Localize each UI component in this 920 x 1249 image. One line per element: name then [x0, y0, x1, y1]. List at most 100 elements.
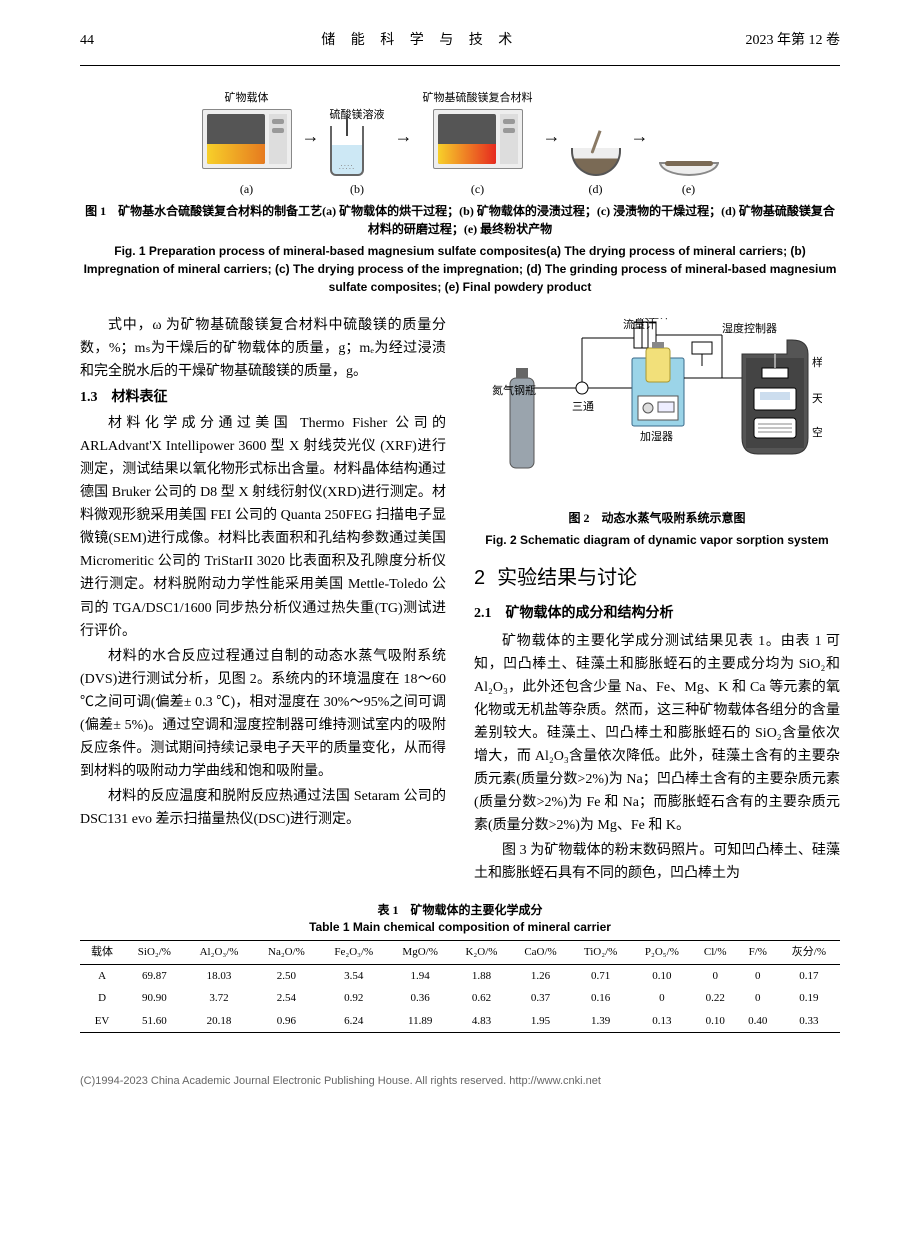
table-cell: A — [80, 964, 124, 987]
fig2-label-humidity-ctrl: 湿度控制器 — [722, 321, 777, 335]
table-col-header: SiO₂/% — [124, 941, 185, 965]
table-cell: 3.72 — [185, 987, 254, 1010]
step-label-d: (d) — [571, 180, 621, 198]
table-cell: 1.95 — [511, 1010, 570, 1033]
para-results-2: 图 3 为矿物载体的粉末数码照片。可知凹凸棒土、硅藻土和膨胀蛭石具有不同的颜色，… — [474, 839, 840, 885]
microwave-c-icon — [433, 109, 523, 169]
figure-1: 矿物载体 (a) → 硫酸镁溶液 ∴∵∴ (b) → 矿物基硫酸镁复合材料 (c… — [80, 90, 840, 296]
arrow-icon: → — [629, 123, 651, 150]
page-number: 44 — [80, 30, 94, 51]
table-cell: 2.54 — [253, 987, 319, 1010]
table-cell: 1.94 — [388, 964, 452, 987]
table-cell: 1.88 — [452, 964, 511, 987]
table-col-header: 灰分/% — [778, 941, 840, 965]
table-cell: 20.18 — [185, 1010, 254, 1033]
fig2-label-tee: 三通 — [572, 400, 594, 413]
fig2-diagram-icon: 氮气钢瓶 三通 流量计 — [492, 318, 822, 498]
table-cell: 0.10 — [631, 964, 693, 987]
para-characterization-3: 材料的反应温度和脱附反应热通过法国 Setaram 公司的 DSC131 evo… — [80, 785, 446, 831]
fig2-label-ac: 空调 — [812, 425, 822, 439]
table-cell: 51.60 — [124, 1010, 185, 1033]
section-1-3-heading: 1.3 材料表征 — [80, 387, 446, 408]
table-cell: D — [80, 987, 124, 1010]
arrow-icon: → — [541, 123, 563, 150]
step-label-b: (b) — [330, 180, 385, 198]
fig1-label-composite: 矿物基硫酸镁复合材料 — [423, 90, 533, 107]
table-col-header: MgO/% — [388, 941, 452, 965]
table-cell: 0.16 — [570, 987, 631, 1010]
table-cell: 3.54 — [319, 964, 388, 987]
table-1-block: 表 1 矿物载体的主要化学成分 Table 1 Main chemical co… — [80, 902, 840, 1034]
page-footer: (C)1994-2023 China Academic Journal Elec… — [80, 1073, 840, 1090]
table-cell: 0.19 — [778, 987, 840, 1010]
table-col-header: Al₂O₃/% — [185, 941, 254, 965]
fig2-label-n2: 氮气钢瓶 — [492, 383, 536, 397]
dish-icon — [659, 162, 719, 176]
fig1-label-solution: 硫酸镁溶液 — [330, 107, 385, 124]
table-cell: 6.24 — [319, 1010, 388, 1033]
issue-info: 2023 年第 12 卷 — [746, 30, 841, 51]
beaker-icon: ∴∵∴ — [330, 126, 364, 176]
table-row: EV51.6020.180.966.2411.894.831.951.390.1… — [80, 1010, 840, 1033]
table-cell: 0.36 — [388, 987, 452, 1010]
table-col-header: P₂O₅/% — [631, 941, 693, 965]
table-cell: 0.40 — [738, 1010, 778, 1033]
fig1-step-e: (e) — [659, 143, 719, 198]
table-cell: 2.50 — [253, 964, 319, 987]
fig1-step-c: 矿物基硫酸镁复合材料 (c) — [423, 90, 533, 198]
table-col-header: 载体 — [80, 941, 124, 965]
table1-caption-en: Table 1 Main chemical composition of min… — [80, 918, 840, 936]
table-cell: 0.33 — [778, 1010, 840, 1033]
left-column: 式中，ω 为矿物基硫酸镁复合材料中硫酸镁的质量分数，%；mₛ为干燥后的矿物载体的… — [80, 314, 446, 888]
step-label-e: (e) — [659, 180, 719, 198]
para-characterization-2: 材料的水合反应过程通过自制的动态水蒸气吸附系统(DVS)进行测试分析，见图 2。… — [80, 645, 446, 784]
arrow-icon: → — [393, 123, 415, 150]
table-cell: 0 — [738, 987, 778, 1010]
table-col-header: TiO₂/% — [570, 941, 631, 965]
table-col-header: F/% — [738, 941, 778, 965]
table-cell: 0.92 — [319, 987, 388, 1010]
fig1-step-b: 硫酸镁溶液 ∴∵∴ (b) — [330, 107, 385, 198]
table-cell: 0 — [738, 964, 778, 987]
fig1-caption-cn: 图 1 矿物基水合硫酸镁复合材料的制备工艺(a) 矿物载体的烘干过程；(b) 矿… — [80, 202, 840, 238]
arrow-icon: → — [300, 123, 322, 150]
fig1-step-a: 矿物载体 (a) — [202, 90, 292, 198]
liquid-c — [438, 144, 496, 164]
table-cell: 0.96 — [253, 1010, 319, 1033]
table-row: A69.8718.032.503.541.941.881.260.710.100… — [80, 964, 840, 987]
fig2-caption-en: Fig. 2 Schematic diagram of dynamic vapo… — [474, 531, 840, 549]
table-cell: 0.13 — [631, 1010, 693, 1033]
table-row: D90.903.722.540.920.360.620.370.16 00.22 0… — [80, 987, 840, 1010]
fig2-label-sample: 样品 — [812, 355, 822, 369]
fig1-step-d: (d) — [571, 129, 621, 198]
table-cell: 0 — [693, 964, 738, 987]
fig2-label-flowmeter-text: 流量计 — [623, 317, 656, 334]
table-cell: EV — [80, 1010, 124, 1033]
fig1-label-carrier: 矿物载体 — [202, 90, 292, 107]
fig2-label-humidifier: 加湿器 — [640, 430, 673, 443]
table-cell: 0.62 — [452, 987, 511, 1010]
table-cell: 0.37 — [511, 987, 570, 1010]
table-cell: 0.17 — [778, 964, 840, 987]
table-col-header: Na₂O/% — [253, 941, 319, 965]
para-results-1: 矿物载体的主要化学成分测试结果见表 1。由表 1 可知，凹凸棒土、硅藻土和膨胀蛭… — [474, 630, 840, 838]
step-label-c: (c) — [423, 180, 533, 198]
microwave-a-icon — [202, 109, 292, 169]
para-characterization-1: 材料化学成分通过美国 Thermo Fisher 公司的 ARLAdvant'X… — [80, 412, 446, 643]
mortar-icon — [571, 148, 621, 176]
table-col-header: CaO/% — [511, 941, 570, 965]
journal-title: 储 能 科 学 与 技 术 — [321, 30, 518, 51]
fig2-caption-cn: 图 2 动态水蒸气吸附系统示意图 — [474, 509, 840, 527]
table-cell: 0.22 — [693, 987, 738, 1010]
liquid-a — [207, 144, 265, 164]
table-1: 载体SiO₂/%Al₂O₃/%Na₂O/%Fe₂O₃/%MgO/%K₂O/%Ca… — [80, 940, 840, 1033]
table-cell: 69.87 — [124, 964, 185, 987]
table-cell: 90.90 — [124, 987, 185, 1010]
table-col-header: Cl/% — [693, 941, 738, 965]
table1-caption-cn: 表 1 矿物载体的主要化学成分 — [80, 902, 840, 919]
table-cell: 0.10 — [693, 1010, 738, 1033]
table-cell: 0.71 — [570, 964, 631, 987]
table-cell: 1.26 — [511, 964, 570, 987]
table-cell: 4.83 — [452, 1010, 511, 1033]
table-cell: 11.89 — [388, 1010, 452, 1033]
